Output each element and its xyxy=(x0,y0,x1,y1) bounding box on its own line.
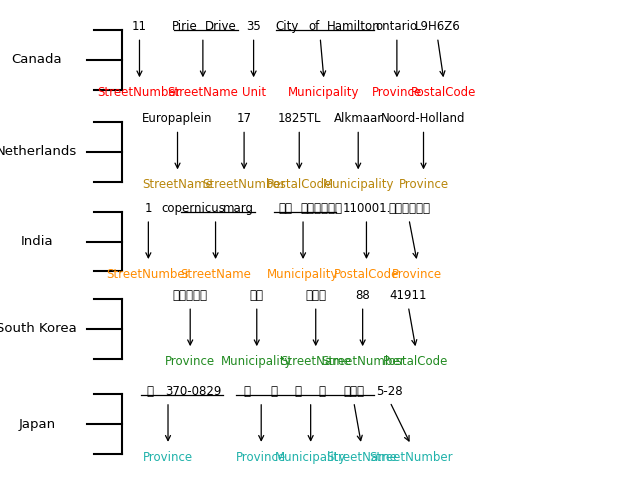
Text: 高松町: 高松町 xyxy=(343,385,365,398)
Text: StreetNumber: StreetNumber xyxy=(202,178,286,191)
Text: StreetName: StreetName xyxy=(142,178,213,191)
Text: 370-0829: 370-0829 xyxy=(165,385,221,398)
Text: Province: Province xyxy=(143,451,193,464)
Text: StreetNumber: StreetNumber xyxy=(107,268,190,281)
Text: 馬: 馬 xyxy=(270,385,278,398)
Text: 41911: 41911 xyxy=(389,289,427,302)
Text: 1: 1 xyxy=(145,202,152,215)
Text: StreetName: StreetName xyxy=(180,268,251,281)
Text: StreetName: StreetName xyxy=(167,86,238,99)
Text: Drive: Drive xyxy=(205,20,236,33)
Text: नई: नई xyxy=(278,202,292,215)
Text: Province: Province xyxy=(165,355,216,368)
Text: 110001.: 110001. xyxy=(342,202,391,215)
Text: Municipality: Municipality xyxy=(288,86,359,99)
Text: Europaplein: Europaplein xyxy=(142,113,213,125)
Text: Municipality: Municipality xyxy=(323,178,394,191)
Text: 88: 88 xyxy=(355,289,370,302)
Text: Canada: Canada xyxy=(11,53,62,66)
Text: South Korea: South Korea xyxy=(0,322,77,335)
Text: marg: marg xyxy=(223,202,254,215)
Text: India: India xyxy=(20,235,53,248)
Text: Municipality: Municipality xyxy=(275,451,346,464)
Text: ン: ン xyxy=(146,385,153,398)
Text: Municipality: Municipality xyxy=(268,268,339,281)
Text: Unit: Unit xyxy=(242,86,266,99)
Text: 1825TL: 1825TL xyxy=(278,113,321,125)
Text: StreetName: StreetName xyxy=(326,451,397,464)
Text: PostalCode: PostalCode xyxy=(383,355,449,368)
Text: दिल्ली: दिल्ली xyxy=(388,202,430,215)
Text: PostalCode: PostalCode xyxy=(411,86,477,99)
Text: StreetNumber: StreetNumber xyxy=(321,355,404,368)
Text: Noord-Holland: Noord-Holland xyxy=(381,113,466,125)
Text: L9H6Z6: L9H6Z6 xyxy=(415,20,460,33)
Text: 11: 11 xyxy=(132,20,147,33)
Text: दिल्ली: दिल्ली xyxy=(301,202,342,215)
Text: 중구: 중구 xyxy=(250,289,264,302)
Text: Alkmaar: Alkmaar xyxy=(333,113,383,125)
Text: Province: Province xyxy=(372,86,422,99)
Text: Netherlands: Netherlands xyxy=(0,145,77,158)
Text: Hamilton: Hamilton xyxy=(327,20,380,33)
Text: PostalCode: PostalCode xyxy=(266,178,332,191)
Text: 崎: 崎 xyxy=(318,385,326,398)
Text: PostalCode: PostalCode xyxy=(333,268,399,281)
Text: Province: Province xyxy=(236,451,287,464)
Text: Pirie: Pirie xyxy=(172,20,198,33)
Text: Province: Province xyxy=(398,178,449,191)
Text: StreetNumber: StreetNumber xyxy=(98,86,181,99)
Text: Province: Province xyxy=(392,268,443,281)
Text: Municipality: Municipality xyxy=(221,355,292,368)
Text: 35: 35 xyxy=(246,20,261,33)
Text: StreetName: StreetName xyxy=(280,355,351,368)
Text: City: City xyxy=(275,20,298,33)
Text: 대구광역시: 대구광역시 xyxy=(172,289,208,302)
Text: 17: 17 xyxy=(236,113,252,125)
Text: 高: 高 xyxy=(294,385,302,398)
Text: Japan: Japan xyxy=(18,418,55,431)
Text: 5-28: 5-28 xyxy=(377,385,403,398)
Text: 공평로: 공평로 xyxy=(305,289,327,302)
Text: of: of xyxy=(309,20,320,33)
Text: ontario: ontario xyxy=(376,20,418,33)
Text: StreetNumber: StreetNumber xyxy=(369,451,453,464)
Text: 群: 群 xyxy=(243,385,251,398)
Text: copernicus: copernicus xyxy=(162,202,225,215)
